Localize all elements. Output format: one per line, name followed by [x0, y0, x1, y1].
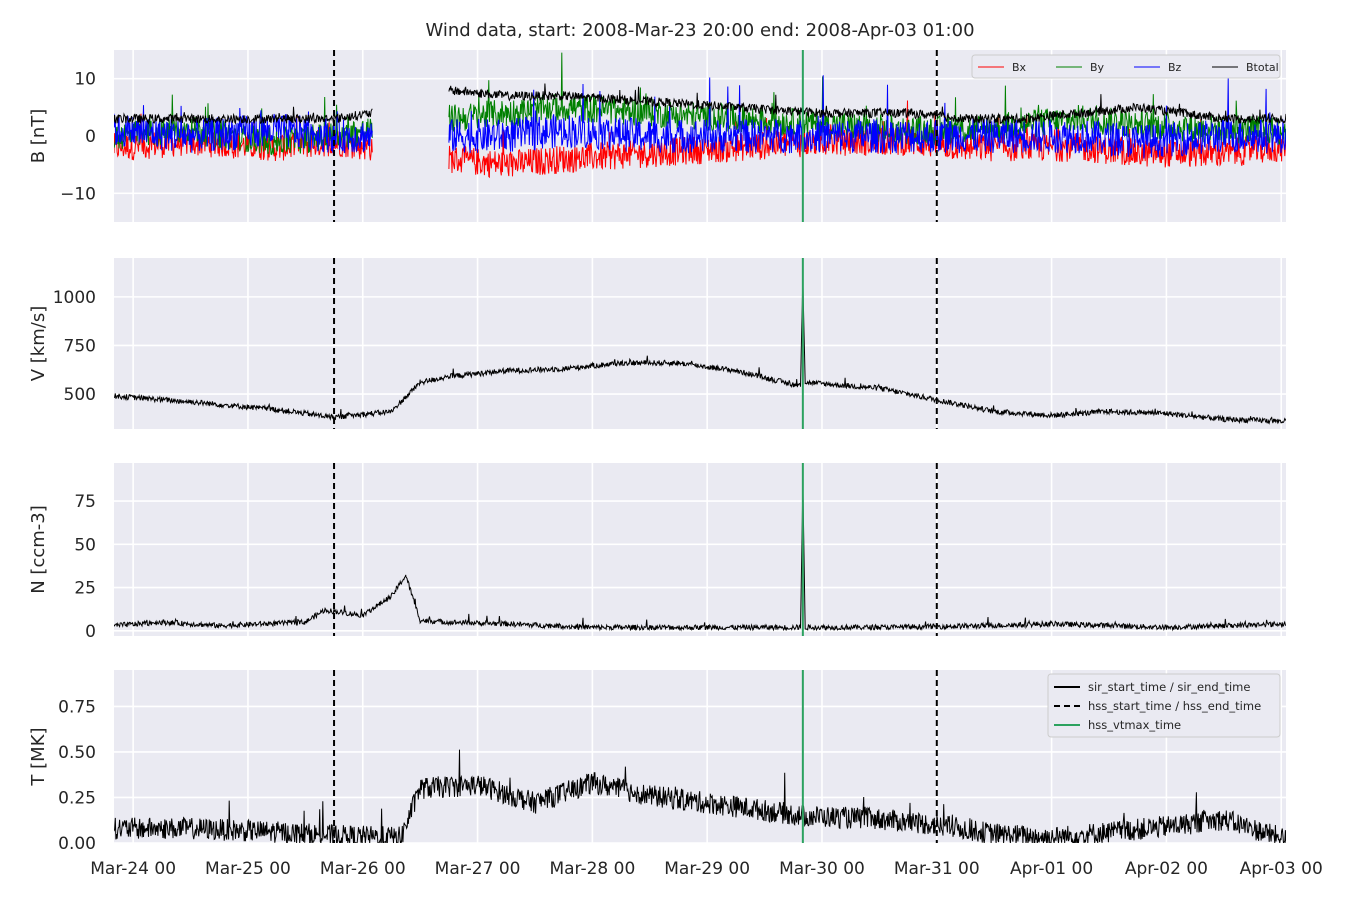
xtick-label: Mar-27 00 — [435, 859, 521, 879]
panel-T-ytick-label: 0.50 — [58, 743, 96, 763]
panel-N-ylabel: N [ccm-3] — [28, 505, 49, 594]
xtick-label: Apr-02 00 — [1125, 859, 1208, 879]
xtick-label: Mar-25 00 — [205, 859, 291, 879]
panel-B-ytick-label: 10 — [74, 70, 96, 90]
panel-V-ylabel: V [km/s] — [28, 306, 49, 381]
panel-T-ytick-label: 0.00 — [58, 834, 96, 854]
legend-b-label: Btotal — [1246, 61, 1279, 74]
legend-t-box — [1047, 673, 1281, 738]
panel-B-series-Btotal — [114, 83, 1286, 125]
panel-B-ytick-label: 0 — [85, 127, 96, 147]
panel-T-series-T — [114, 749, 1286, 843]
panel-B-ytick-label: −10 — [60, 184, 96, 204]
xtick-label: Mar-24 00 — [90, 859, 176, 879]
panel-V-series-V — [114, 275, 1286, 425]
legend-b-box — [971, 54, 1281, 79]
xtick-label: Apr-03 00 — [1240, 859, 1323, 879]
xtick-label: Mar-28 00 — [549, 859, 635, 879]
panel-N-series-N — [114, 481, 1286, 632]
legend-t-label: sir_start_time / sir_end_time — [1088, 680, 1250, 694]
panel-V-background — [114, 258, 1286, 429]
panel-T-ytick-label: 0.75 — [58, 697, 96, 717]
panel-T-ylabel: T [MK] — [28, 727, 49, 786]
legend-b-label: By — [1090, 61, 1105, 74]
legend-b-label: Bz — [1168, 61, 1182, 74]
panel-V-ytick-label: 1000 — [53, 288, 96, 308]
panel-V-ytick-label: 500 — [64, 385, 96, 405]
panel-V-ytick-label: 750 — [64, 336, 96, 356]
panel-N-ytick-label: 50 — [74, 535, 96, 555]
chart-title: Wind data, start: 2008-Mar-23 20:00 end:… — [425, 20, 974, 41]
panel-N-ytick-label: 75 — [74, 492, 96, 512]
xtick-label: Apr-01 00 — [1010, 859, 1093, 879]
panel-B-ylabel: B [nT] — [28, 109, 49, 164]
panel-N-background — [114, 463, 1286, 636]
xtick-label: Mar-30 00 — [779, 859, 865, 879]
xtick-label: Mar-29 00 — [664, 859, 750, 879]
legend-b-label: Bx — [1012, 61, 1027, 74]
xtick-label: Mar-26 00 — [320, 859, 406, 879]
legend-t-label: hss_start_time / hss_end_time — [1088, 699, 1261, 713]
panel-T-ytick-label: 0.25 — [58, 788, 96, 808]
panel-N-ytick-label: 25 — [74, 579, 96, 599]
panel-N-ytick-label: 0 — [85, 622, 96, 642]
legend-t-label: hss_vtmax_time — [1088, 718, 1181, 732]
xtick-label: Mar-31 00 — [894, 859, 980, 879]
